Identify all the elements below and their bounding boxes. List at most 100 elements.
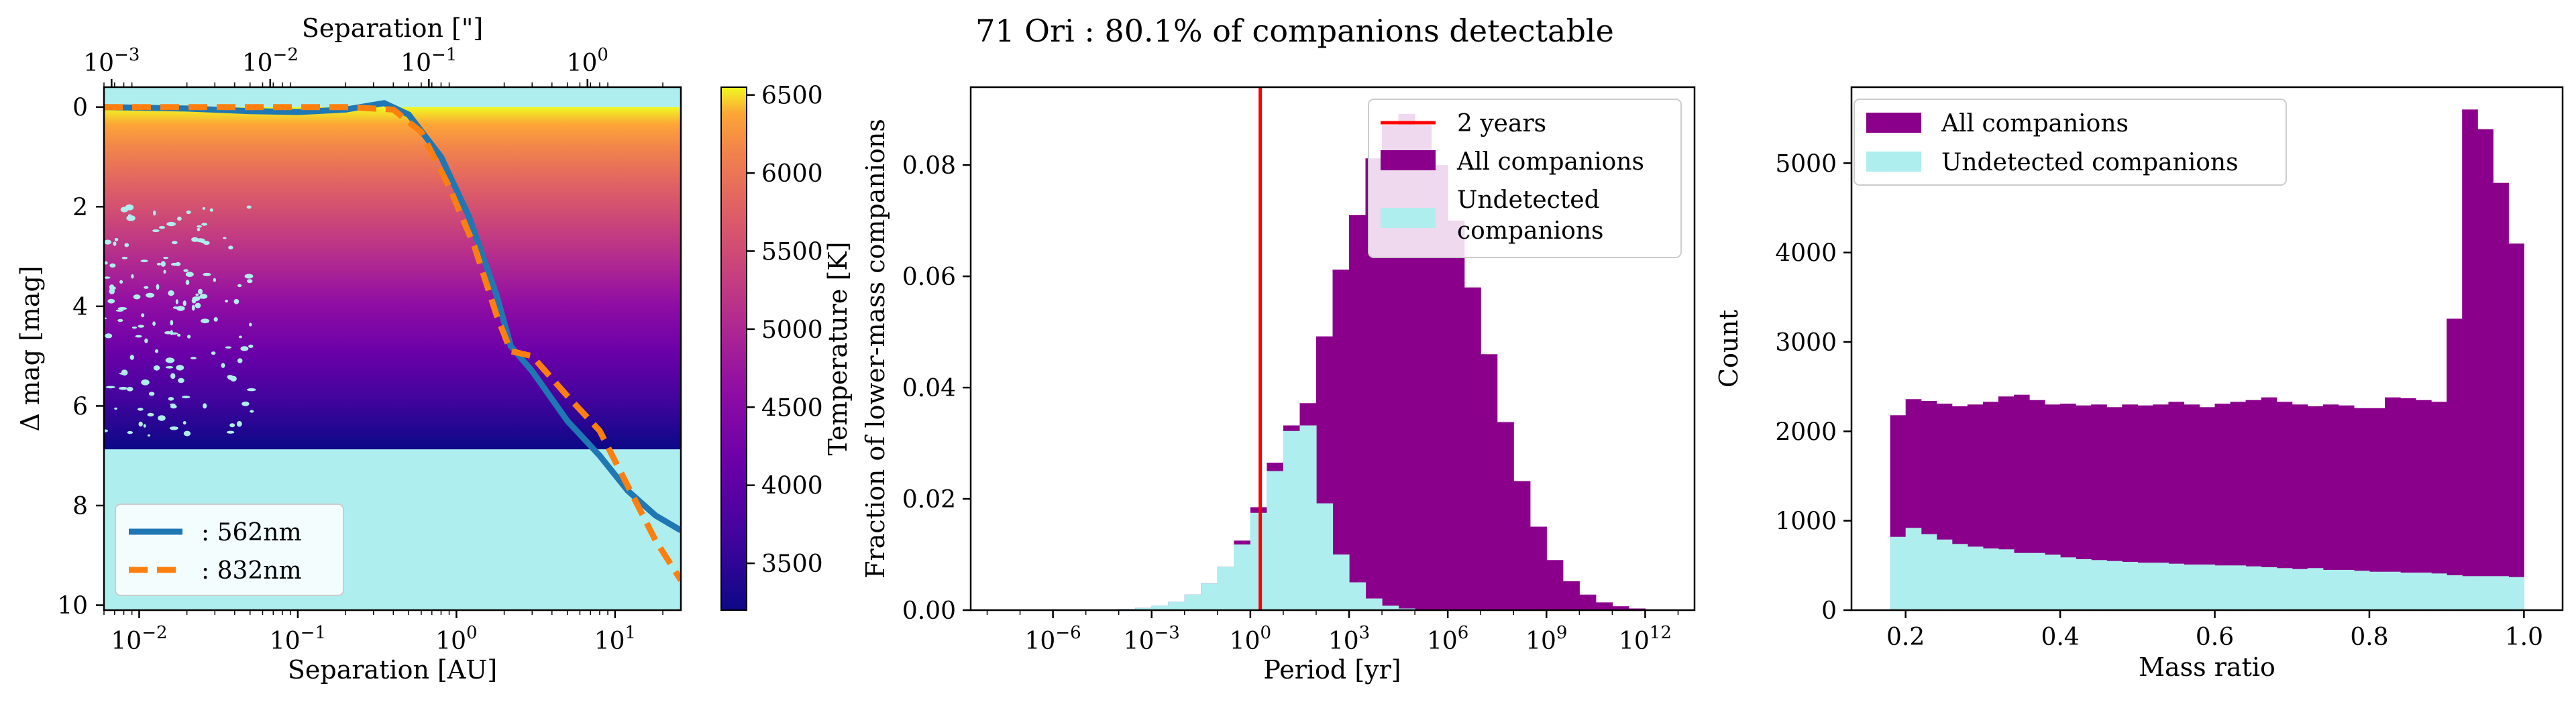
undetected-speckle xyxy=(246,205,252,209)
undetected-speckle xyxy=(141,379,150,386)
axes-b-ticks: 10−6 10−3 100 103 106 109 1012 0.00 0.02 0.04 0.06… xyxy=(902,152,1679,655)
colorbar-tick-label: 5000 xyxy=(761,316,823,344)
bar-undetected-mass xyxy=(2106,561,2123,610)
bar-all-mass xyxy=(2091,404,2107,610)
undetected-speckle xyxy=(176,306,185,311)
undetected-speckle xyxy=(166,221,176,227)
undetected-speckle xyxy=(233,298,239,304)
bar-undetected-mass xyxy=(2462,576,2478,610)
undetected-speckle xyxy=(138,325,144,328)
bar-undetected-mass xyxy=(1998,549,2015,610)
undetected-speckle xyxy=(182,300,186,306)
axes-c-ticks: 0.2 0.4 0.6 0.8 1.0 0 1000 2000 3000 4000 5000 xyxy=(1775,150,2543,651)
undetected-speckle xyxy=(201,223,208,226)
bar-all-period xyxy=(1546,560,1564,610)
bars-undetected-mass xyxy=(1890,528,2524,610)
undetected-speckle xyxy=(117,318,123,322)
legend-b-frame xyxy=(1368,99,1682,258)
undetected-speckle xyxy=(121,369,128,376)
axes-a-ticks: 10−2 10−1 100 101 0 2 4 6 8 10 10−3 10−2 10−1 100 xyxy=(57,45,663,655)
bar-all-period xyxy=(1497,422,1514,610)
undetected-speckle xyxy=(196,238,205,243)
undetected-speckle xyxy=(213,317,218,322)
bar-undetected-mass xyxy=(2199,565,2216,610)
bar-all-period xyxy=(1612,606,1629,610)
colorbar xyxy=(720,86,747,611)
undetected-speckle xyxy=(129,355,134,360)
undetected-speckle xyxy=(137,408,144,411)
colorbar-ticks: 3500 4000 4500 5000 5500 6000 6500 xyxy=(747,82,823,578)
legend-label-all-c: All companions xyxy=(1941,110,2129,137)
undetected-speckle xyxy=(140,259,148,263)
undetected-speckle xyxy=(109,263,116,268)
bar-undetected-period xyxy=(1299,425,1317,610)
undetected-speckle xyxy=(177,333,181,337)
undetected-speckle xyxy=(160,261,166,267)
y-tick-label-c: 1000 xyxy=(1775,508,1837,536)
x-tick-label-a: 10−1 xyxy=(270,623,326,655)
undetected-speckle xyxy=(147,412,154,417)
bar-undetected-period xyxy=(1316,503,1334,610)
undetected-speckle xyxy=(195,302,201,308)
bar-undetected-mass xyxy=(2045,554,2061,610)
undetected-speckle xyxy=(248,345,254,348)
legend-label-all-b: All companions xyxy=(1456,148,1644,176)
bar-all-mass xyxy=(2462,109,2478,610)
ylabel-c: Count xyxy=(1714,310,1743,388)
bar-all-period xyxy=(1349,215,1366,610)
bar-undetected-mass xyxy=(2029,552,2045,610)
bar-undetected-mass xyxy=(1936,539,1953,610)
bar-all-period xyxy=(1464,287,1481,610)
undetected-speckle xyxy=(163,257,169,259)
bar-all-mass xyxy=(2214,404,2231,610)
bar-undetected-mass xyxy=(1921,534,1937,610)
top-tick-label-a: 10−3 xyxy=(83,45,140,77)
undetected-speckle xyxy=(148,392,155,396)
bar-undetected-mass xyxy=(2292,569,2308,610)
bar-undetected-mass xyxy=(1982,548,1999,610)
legend-c-frame xyxy=(1854,99,2287,186)
legend-swatch-all-c xyxy=(1866,113,1921,133)
bar-undetected-period xyxy=(1382,605,1399,610)
undetected-speckle xyxy=(186,210,191,215)
y-tick-label-a: 2 xyxy=(72,194,88,221)
undetected-speckle xyxy=(113,241,117,246)
x-tick-label-b: 103 xyxy=(1328,623,1370,655)
bar-all-mass xyxy=(2168,402,2184,610)
bar-all-mass xyxy=(2276,402,2293,610)
x-tick-label-a: 10−2 xyxy=(111,623,167,655)
undetected-speckle xyxy=(131,327,138,329)
undetected-speckle xyxy=(203,272,211,276)
top-tick-label-a: 10−1 xyxy=(400,45,457,77)
undetected-speckle xyxy=(131,274,134,279)
undetected-speckle xyxy=(191,304,195,311)
x-tick-label-b: 109 xyxy=(1525,623,1567,655)
undetected-speckle xyxy=(165,366,174,369)
undetected-speckle xyxy=(168,397,174,401)
bar-undetected-mass xyxy=(2400,573,2416,610)
undetected-speckle xyxy=(117,307,127,310)
bar-undetected-mass xyxy=(2076,559,2092,610)
undetected-speckle xyxy=(107,298,115,304)
bar-all-mass xyxy=(2353,408,2370,610)
undetected-speckle xyxy=(114,237,119,241)
undetected-speckle xyxy=(226,430,235,434)
bar-undetected-period xyxy=(1201,583,1218,610)
bar-undetected-period xyxy=(1234,544,1251,610)
bar-all-period xyxy=(1448,221,1465,610)
bar-all-mass xyxy=(2076,405,2092,610)
undetected-speckle xyxy=(146,292,155,298)
undetected-speckle xyxy=(152,211,156,216)
y-tick-label-a: 0 xyxy=(72,95,88,122)
bar-undetected-mass xyxy=(2060,557,2076,610)
undetected-speckle xyxy=(124,243,129,247)
x-tick-label-c: 0.2 xyxy=(1886,624,1925,651)
panel-detection-map: 10−2 10−1 100 101 0 2 4 6 8 10 10−3 10−2 10−1 100 Sep… xyxy=(15,13,853,685)
bar-all-mass xyxy=(2245,400,2262,610)
y-tick-label-a: 4 xyxy=(72,294,88,321)
undetected-speckle xyxy=(138,421,143,427)
colorbar-tick-label: 3500 xyxy=(761,550,823,578)
undetected-speckle xyxy=(104,239,112,245)
x-tick-label-b: 1012 xyxy=(1619,623,1672,655)
curve-832nm xyxy=(104,104,681,582)
